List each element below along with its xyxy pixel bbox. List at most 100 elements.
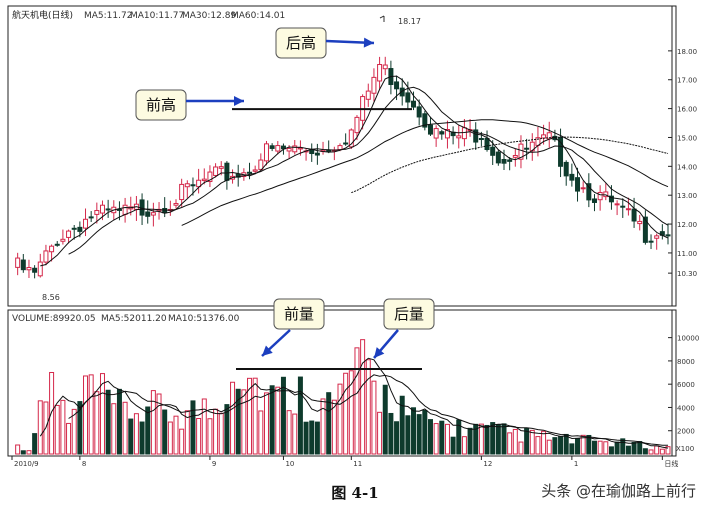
volume-bar-up bbox=[478, 423, 484, 455]
volume-bar-up bbox=[343, 372, 349, 455]
volume-bar-down bbox=[575, 438, 581, 455]
volume-bar-up bbox=[597, 440, 603, 455]
later-high-callout-box bbox=[275, 27, 327, 59]
price-y-tick-label: 15.00 bbox=[677, 134, 697, 142]
volume-bar-up bbox=[360, 339, 366, 455]
prior-volume-callout-arrowhead bbox=[262, 345, 273, 356]
volume-bar-down bbox=[297, 376, 303, 455]
volume-bar-up bbox=[444, 423, 450, 455]
volume-bar-up bbox=[286, 410, 292, 455]
x-tick-label: 10 bbox=[285, 460, 294, 468]
candle-down bbox=[71, 227, 77, 230]
volume-bar-down bbox=[77, 401, 83, 455]
volume-bar-down bbox=[405, 415, 411, 455]
x-tick-label: 2010/9 bbox=[14, 460, 39, 468]
candle-down bbox=[665, 234, 671, 237]
volume-y-tick-label: 10000 bbox=[677, 335, 699, 343]
volume-bar-up bbox=[659, 448, 665, 455]
candle-up bbox=[207, 171, 213, 183]
candle-down bbox=[575, 177, 581, 192]
candle-down bbox=[411, 100, 417, 108]
volume-bar-up bbox=[133, 413, 139, 455]
candle-up bbox=[292, 145, 298, 153]
volume-bar-down bbox=[625, 445, 631, 455]
candle-down bbox=[326, 149, 332, 152]
volume-bar-up bbox=[179, 428, 185, 455]
price-annotations: 前高 后高 bbox=[135, 15, 412, 121]
candle-up bbox=[60, 238, 66, 242]
volume-bar-up bbox=[66, 422, 72, 455]
candle-up bbox=[201, 178, 207, 182]
candle-down bbox=[116, 208, 122, 211]
volume-bar-down bbox=[224, 404, 230, 455]
candle-down bbox=[631, 208, 637, 222]
volume-panel-title: VOLUME:89920.05 MA5:52011.20 MA10:51376.… bbox=[12, 314, 240, 324]
volume-bar-up bbox=[348, 370, 354, 455]
volume-bar-up bbox=[241, 389, 247, 455]
volume-bar-up bbox=[60, 399, 66, 455]
volume-ma10-label: MA10:51376.00 bbox=[168, 314, 240, 324]
volume-bar-up bbox=[247, 377, 253, 455]
volume-bar-up bbox=[111, 403, 117, 455]
volume-ma5-line bbox=[39, 357, 669, 449]
volume-bar-up bbox=[648, 449, 654, 455]
volume-bar-down bbox=[450, 436, 456, 455]
price-y-axis: 18.00 17.00 16.00 15.00 14.00 13.00 12.00 11.00… bbox=[668, 48, 697, 278]
volume-bar-up bbox=[275, 386, 281, 455]
volume-bar-up bbox=[207, 418, 213, 455]
volume-bar-down bbox=[591, 440, 597, 455]
price-series bbox=[15, 56, 671, 279]
high-price-label: 18.17 bbox=[398, 17, 421, 26]
price-y-tick-label: 18.00 bbox=[677, 48, 697, 56]
volume-bar-down bbox=[105, 389, 111, 455]
candle-down bbox=[247, 171, 253, 174]
volume-bar-up bbox=[218, 412, 224, 455]
volume-bar-up bbox=[196, 417, 202, 455]
volume-bar-down bbox=[620, 438, 626, 455]
candle-up bbox=[173, 203, 179, 206]
volume-bar-down bbox=[303, 421, 309, 455]
price-y-tick-label: 12.00 bbox=[677, 221, 697, 229]
volume-y-tick-label: 6000 bbox=[677, 381, 695, 389]
candle-down bbox=[642, 216, 648, 243]
later-high-callout-arrowhead bbox=[363, 37, 374, 48]
candle-down bbox=[54, 243, 60, 246]
volume-bar-up bbox=[580, 434, 586, 455]
candle-down bbox=[591, 198, 597, 203]
volume-bar-up bbox=[258, 410, 264, 455]
price-y-tick-label: 13.00 bbox=[677, 192, 697, 200]
volume-bar-up bbox=[331, 399, 337, 455]
volume-bar-down bbox=[394, 421, 400, 455]
candle-up bbox=[337, 145, 343, 151]
volume-bar-down bbox=[399, 395, 405, 455]
volume-bar-down bbox=[326, 392, 332, 455]
candle-up bbox=[348, 129, 354, 148]
candle-down bbox=[88, 216, 94, 219]
candle-down bbox=[563, 161, 569, 177]
volume-bar-down bbox=[484, 424, 490, 455]
ma60-line bbox=[351, 136, 669, 194]
date-x-axis: 2010/9 8 9 10 11 12 1 日线 bbox=[11, 456, 678, 468]
volume-bar-up bbox=[167, 421, 173, 455]
volume-bar-up bbox=[26, 450, 32, 455]
candle-down bbox=[558, 136, 564, 167]
volume-bar-down bbox=[139, 421, 145, 455]
candle-up bbox=[37, 261, 43, 277]
candle-down bbox=[343, 142, 349, 145]
candle-up bbox=[297, 147, 303, 150]
volume-bar-up bbox=[292, 413, 298, 455]
candle-down bbox=[77, 226, 83, 232]
candle-up bbox=[461, 127, 467, 140]
candle-down bbox=[648, 240, 654, 243]
volume-bar-up bbox=[507, 432, 513, 455]
candle-up bbox=[637, 220, 643, 225]
candle-up bbox=[456, 135, 462, 139]
candle-down bbox=[405, 92, 411, 103]
candle-down bbox=[507, 159, 513, 162]
volume-bar-up bbox=[263, 392, 269, 455]
later-volume-callout-arrowhead bbox=[374, 347, 385, 358]
volume-bar-up bbox=[71, 408, 77, 455]
candle-up bbox=[444, 129, 450, 139]
candle-down bbox=[608, 195, 614, 203]
volume-ma5-label: MA5:52011.20 bbox=[101, 314, 167, 324]
